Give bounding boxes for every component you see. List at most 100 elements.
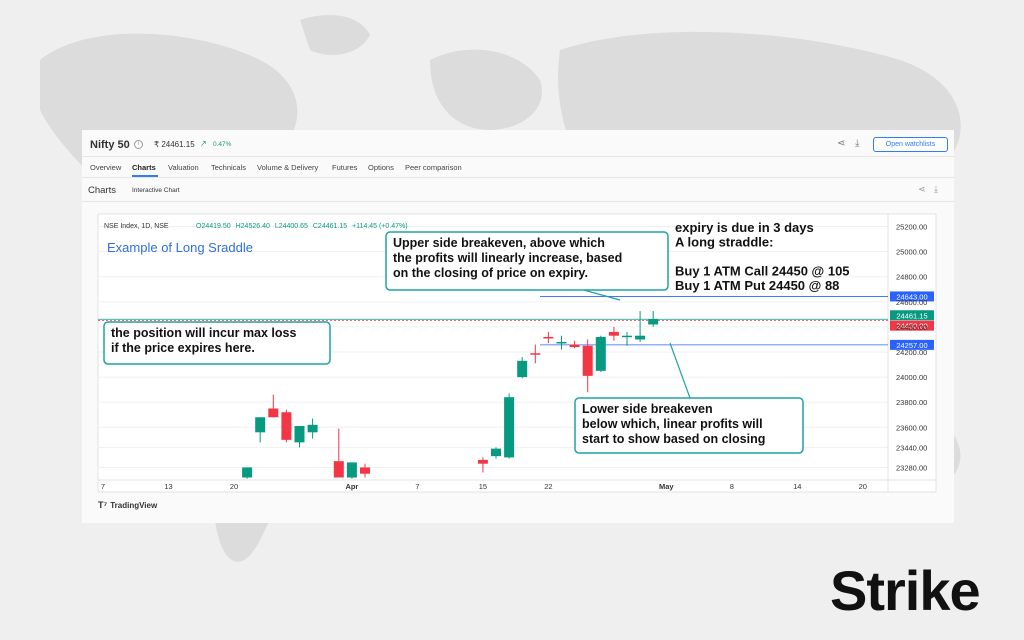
lower-callout-box — [574, 397, 804, 454]
candle-17[interactable] — [582, 339, 593, 393]
candle-9[interactable] — [477, 457, 488, 473]
trend-up-icon: ↗ — [200, 139, 207, 148]
strategy-note-line-4: Buy 1 ATM Put 24450 @ 88 — [675, 278, 839, 293]
section-title: Charts — [88, 185, 116, 196]
candle-16[interactable] — [569, 340, 580, 349]
candle-body-14 — [543, 336, 554, 339]
share-icon[interactable]: ⋖ — [837, 138, 846, 149]
candle-body-16 — [569, 344, 580, 347]
candle-body-15 — [556, 341, 567, 344]
strategy-note-line-0: expiry is due in 3 days — [675, 220, 814, 235]
legend-text: NSE Index, 1D, NSE — [104, 223, 169, 230]
lower-callout-line-0: Lower side breakeven — [582, 402, 713, 416]
x-tick-label-8: 8 — [730, 482, 734, 491]
x-tick-label-9: 14 — [793, 482, 801, 491]
y-tick-label-7: 23800.00 — [896, 398, 927, 407]
tab-overview[interactable]: Overview — [90, 163, 122, 172]
y-tick-label-1: 25000.00 — [896, 248, 927, 257]
tab-peer-comparison[interactable]: Peer comparison — [405, 163, 462, 172]
candle-body-21 — [635, 335, 646, 340]
tab-valuation[interactable]: Valuation — [168, 163, 199, 172]
tradingview-mark-icon: T⁷ — [98, 500, 108, 510]
candle-1[interactable] — [255, 417, 266, 443]
candle-12[interactable] — [517, 357, 528, 379]
chart-download-icon[interactable]: ⤓ — [934, 184, 938, 194]
candle-body-1 — [255, 417, 266, 433]
y-tick-label-5: 24200.00 — [896, 348, 927, 357]
candle-19[interactable] — [608, 326, 619, 341]
x-tick-label-0: 7 — [101, 482, 105, 491]
tab-technicals[interactable]: Technicals — [211, 163, 247, 172]
level-label-upper-breakeven: 24643.00 — [896, 292, 927, 301]
ohlc-low: L24400.65 — [275, 223, 308, 230]
x-tick-label-2: 20 — [230, 482, 238, 491]
candle-4[interactable] — [294, 426, 305, 448]
x-tick-label-7: May — [659, 482, 674, 491]
candle-body-13 — [530, 353, 541, 355]
tab-bar: Overview Charts Valuation Technicals Vol… — [82, 156, 954, 178]
candle-body-18 — [595, 336, 606, 371]
candle-body-0 — [242, 467, 253, 478]
candle-body-22 — [648, 319, 659, 325]
level-label-lower-breakeven: 24257.00 — [896, 341, 927, 350]
candle-2[interactable] — [268, 394, 279, 418]
open-watchlists-button[interactable]: Open watchlists — [873, 137, 948, 152]
y-tick-label-2: 24800.00 — [896, 273, 927, 282]
tab-options[interactable]: Options — [368, 163, 394, 172]
candle-body-17 — [582, 345, 593, 376]
candle-13[interactable] — [530, 344, 541, 364]
ohlc-readout: O24419.50 H24526.40 L24400.65 C24461.15 … — [196, 223, 408, 230]
maxloss-callout-line-0: the position will incur max loss — [111, 326, 296, 340]
lower-callout-line-1: below which, linear profits will — [582, 417, 763, 431]
tab-charts[interactable]: Charts — [132, 163, 156, 172]
strike-brand-logo: Strike — [830, 559, 981, 622]
candle-22[interactable] — [648, 311, 659, 327]
candle-3[interactable] — [281, 409, 292, 443]
ohlc-close: C24461.15 — [313, 223, 347, 230]
y-tick-label-9: 23440.00 — [896, 443, 927, 452]
price-value: ₹ 24461.15 — [154, 140, 195, 149]
candle-0[interactable] — [242, 467, 253, 479]
upper-callout-line-2: on the closing of price on expiry. — [393, 266, 588, 280]
y-tick-label-3: 24600.00 — [896, 298, 927, 307]
x-tick-label-6: 22 — [544, 482, 552, 491]
ohlc-high: H24526.40 — [236, 223, 270, 230]
candle-5[interactable] — [307, 418, 318, 439]
x-tick-label-3: Apr — [345, 482, 358, 491]
upper-callout-line-0: Upper side breakeven, above which — [393, 236, 605, 250]
maxloss-callout-box — [103, 321, 331, 365]
tradingview-logo[interactable]: T⁷ TradingView — [98, 500, 158, 510]
header-bar: Nifty 50 i ₹ 24461.15 ↗ 0.47% ⋖ ⤓ Open w… — [82, 130, 954, 182]
info-icon[interactable]: i — [134, 140, 143, 149]
download-icon[interactable]: ⤓ — [855, 138, 860, 149]
chart-title: Example of Long Sraddle — [107, 240, 253, 255]
candle-body-4 — [294, 426, 305, 443]
divider — [82, 201, 954, 202]
lower-callout-line-2: start to show based on closing — [582, 432, 765, 446]
candle-8[interactable] — [360, 463, 370, 478]
ohlc-open: O24419.50 — [196, 223, 231, 230]
y-tick-label-0: 25200.00 — [896, 223, 927, 232]
y-tick-label-6: 24000.00 — [896, 373, 927, 382]
candle-21[interactable] — [635, 311, 646, 342]
candle-11[interactable] — [504, 393, 515, 459]
level-tag-lower-breakeven — [890, 339, 934, 350]
candle-7[interactable] — [346, 462, 357, 479]
tab-futures[interactable]: Futures — [332, 163, 358, 172]
y-tick-label-10: 23280.00 — [896, 463, 927, 472]
candle-20[interactable] — [622, 331, 632, 346]
level-label-last-price: 24461.15 — [896, 311, 927, 320]
level-tag-upper-breakeven — [890, 291, 934, 302]
upper-callout-line-1: the profits will linearly increase, base… — [393, 251, 622, 265]
candle-15[interactable] — [556, 335, 567, 350]
tab-volume-delivery[interactable]: Volume & Delivery — [257, 163, 319, 172]
candle-6[interactable] — [333, 428, 344, 478]
maxloss-callout-line-1: if the price expires here. — [111, 341, 255, 355]
candle-14[interactable] — [543, 331, 554, 344]
chart-share-icon[interactable]: ⋖ — [918, 184, 926, 194]
candle-body-10 — [491, 448, 501, 457]
candle-10[interactable] — [491, 447, 501, 459]
ohlc-change: +114.45 (+0.47%) — [352, 223, 408, 230]
candle-18[interactable] — [595, 335, 606, 373]
